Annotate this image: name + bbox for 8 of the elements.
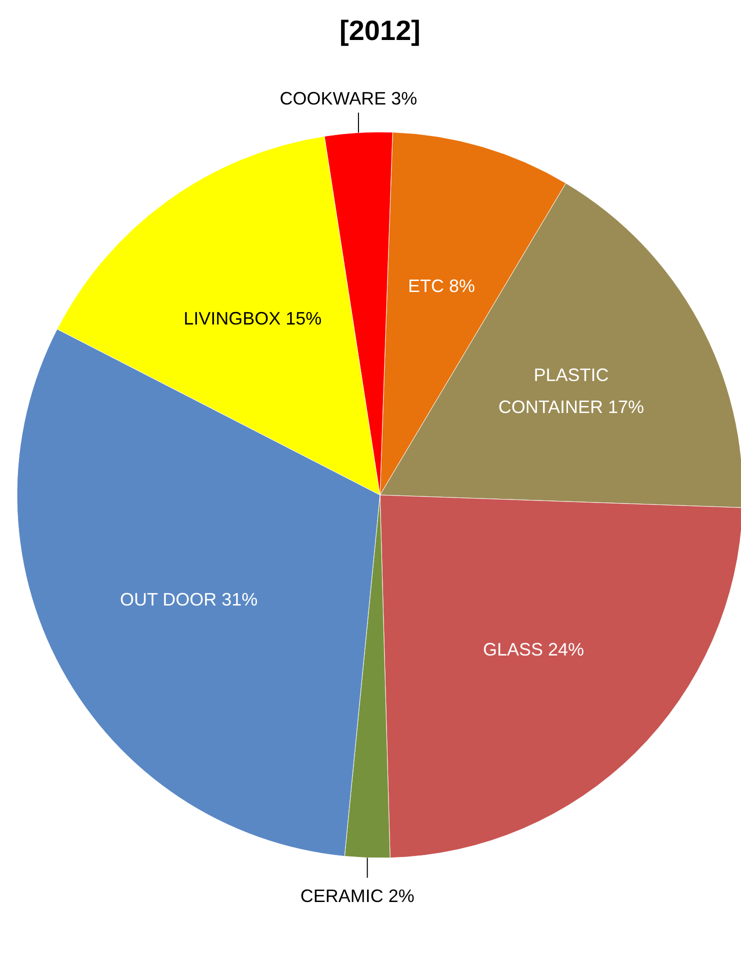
slice-label: LIVINGBOX 15% (184, 308, 322, 328)
slice-label: CERAMIC 2% (300, 886, 414, 906)
slice-label: PLASTIC CONTAINER 17% (498, 364, 644, 417)
slice-label: COOKWARE 3% (280, 88, 418, 109)
slice-label: GLASS 24% (482, 640, 584, 660)
chart-title: [2012] (340, 15, 420, 46)
slice-label: ETC 8% (408, 276, 476, 296)
slice-label: OUT DOOR 31% (120, 589, 258, 610)
